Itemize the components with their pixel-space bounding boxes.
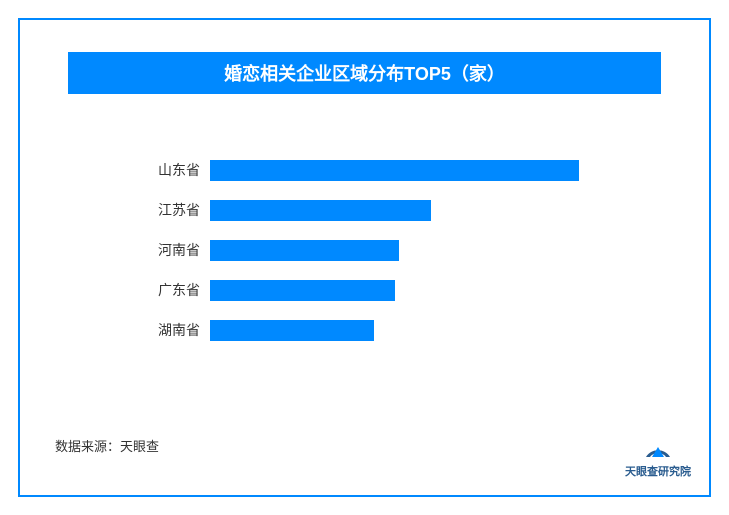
- bar-track: [210, 160, 620, 181]
- bar-label: 湖南省: [150, 320, 210, 340]
- bar-fill: [210, 240, 399, 261]
- bar-row: 湖南省: [150, 310, 620, 350]
- tianyancha-logo-icon: [642, 435, 674, 461]
- bar-fill: [210, 320, 374, 341]
- bar-track: [210, 280, 620, 301]
- bar-track: [210, 320, 620, 341]
- bar-label: 江苏省: [150, 200, 210, 220]
- chart-title-bar: 婚恋相关企业区域分布TOP5（家）: [68, 52, 661, 94]
- chart-title: 婚恋相关企业区域分布TOP5（家）: [224, 60, 505, 86]
- bar-label: 广东省: [150, 280, 210, 300]
- bar-row: 江苏省: [150, 190, 620, 230]
- bar-track: [210, 200, 620, 221]
- logo-text: 天眼查研究院: [625, 463, 691, 479]
- bar-label: 河南省: [150, 240, 210, 260]
- bar-row: 河南省: [150, 230, 620, 270]
- bar-fill: [210, 280, 395, 301]
- bar-chart: 山东省 江苏省 河南省 广东省 湖南省: [150, 150, 620, 350]
- bar-fill: [210, 160, 579, 181]
- bar-track: [210, 240, 620, 261]
- bar-row: 广东省: [150, 270, 620, 310]
- bar-fill: [210, 200, 431, 221]
- logo: 天眼查研究院: [625, 435, 691, 479]
- data-source: 数据来源：天眼查: [55, 436, 159, 455]
- bar-row: 山东省: [150, 150, 620, 190]
- bar-label: 山东省: [150, 160, 210, 180]
